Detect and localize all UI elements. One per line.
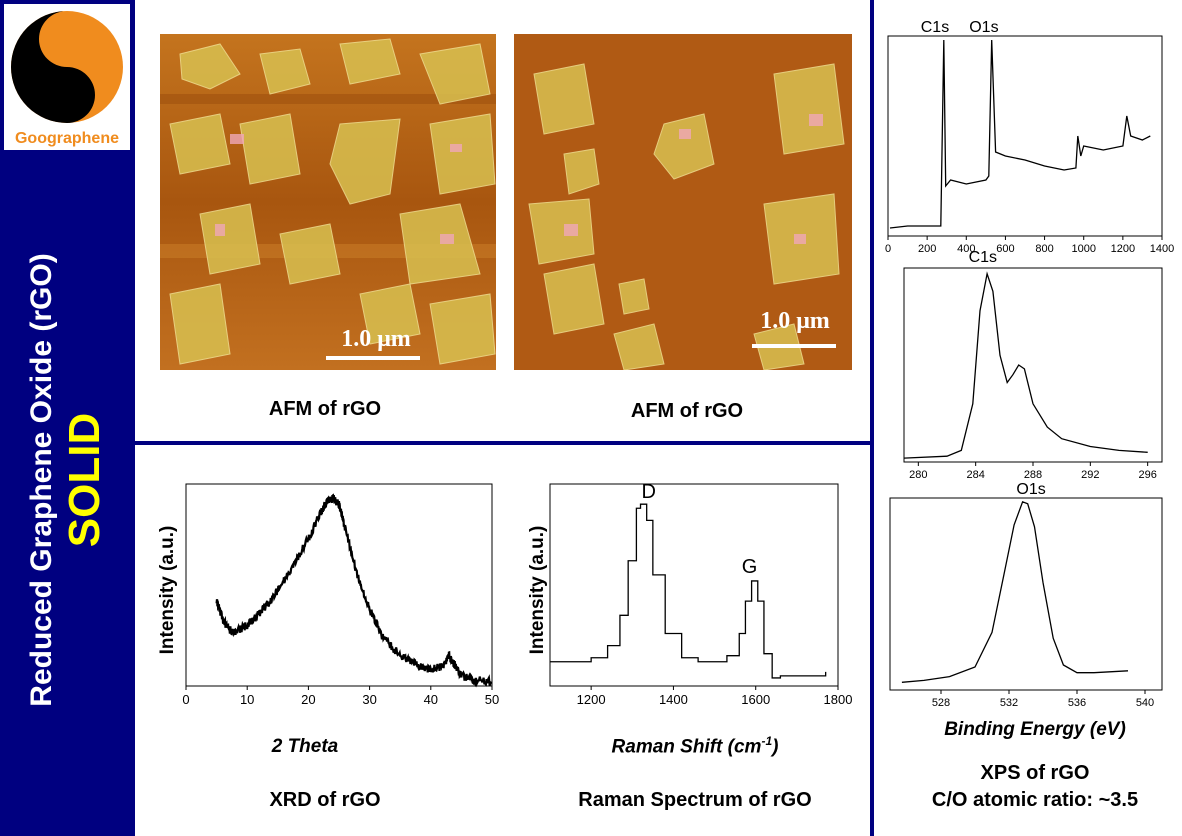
xps-caption: XPS of rGO <box>980 762 1090 784</box>
xps_survey-x-tick-label: 800 <box>1035 243 1053 255</box>
xps_survey-x-tick-label: 1200 <box>1111 243 1135 255</box>
logo-letter-o: O <box>62 86 76 105</box>
raman-plot-frame <box>549 483 839 687</box>
xrd-x-tick-label: 10 <box>240 692 254 707</box>
brand-name: Goographene <box>14 130 119 147</box>
raman-x-tick-label: 1800 <box>824 692 853 707</box>
xrd-x-axis-title: 2 Theta <box>271 736 339 757</box>
xrd-chart: 0 10 20 30 40 50 <box>182 483 499 707</box>
xps_c1s-x-tick-label: 284 <box>966 469 984 481</box>
xps_survey-x-tick-label: 400 <box>957 243 975 255</box>
xps_o1s-x-tick-label: 536 <box>1068 697 1086 709</box>
xps_o1s-annotation-o1s: O1s <box>1016 481 1045 498</box>
raman-x-axis-title: Raman Shift (cm-1) <box>590 734 800 758</box>
xps_survey-series-line <box>889 39 1151 229</box>
xps_o1s-x-tick-label: 540 <box>1136 697 1154 709</box>
raman-x-tick-label: 1400 <box>659 692 688 707</box>
xps_c1s-x-tick-label: 296 <box>1138 469 1156 481</box>
subtitle-text: SOLID <box>60 412 109 548</box>
raman-x-tick-label: 1200 <box>577 692 606 707</box>
xps_survey-x-tick-label: 0 <box>885 243 891 255</box>
raman-annotation-g: G <box>742 556 758 578</box>
afm-image-right <box>514 34 852 370</box>
afm-left-caption: AFM of rGO <box>268 398 382 420</box>
title-text: Reduced Graphene Oxide (rGO) <box>25 253 58 707</box>
divider-horizontal <box>135 441 870 445</box>
xps_o1s-x-tick-label: 528 <box>932 697 950 709</box>
xrd-series-line <box>215 493 493 688</box>
logo-letter-g: G <box>62 28 76 47</box>
xrd-x-tick-label: 20 <box>301 692 315 707</box>
xps_c1s-annotation-c1s: C1s <box>969 249 997 266</box>
raman-caption: Raman Spectrum of rGO <box>578 789 812 811</box>
afm-right-scale-label: 1.0 μm <box>760 308 830 334</box>
xps_survey-x-tick-label: 1400 <box>1150 243 1174 255</box>
xrd-x-tick-label: 30 <box>362 692 376 707</box>
afm-right-scale-bar <box>752 344 836 348</box>
xps_survey-x-tick-label: 1000 <box>1071 243 1095 255</box>
afm-image-left <box>160 34 496 370</box>
xrd-x-axis-title-text: Theta <box>287 736 339 757</box>
xps-survey-chart: 0 200 400 600 800 1000 1200 1400 C1s O1s <box>885 19 1174 255</box>
raman-xlabel-end: ) <box>772 736 779 758</box>
raman-y-axis-title: Intensity (a.u.) <box>527 525 548 655</box>
xrd-x-tick-label: 50 <box>485 692 499 707</box>
sidebar: G O Goographene Reduced Graphene Oxide (… <box>0 0 135 836</box>
xps_survey-x-tick-label: 600 <box>996 243 1014 255</box>
xps_c1s-x-tick-label: 292 <box>1081 469 1099 481</box>
xps_o1s-series-line <box>901 500 1129 683</box>
xps-c1s-chart: 280 284 288 292 296 C1s <box>903 249 1163 481</box>
xps_survey-plot-frame <box>887 35 1163 237</box>
yin-yang-logo-icon <box>11 11 123 123</box>
xps_c1s-plot-frame <box>903 267 1163 463</box>
afm-right-caption: AFM of rGO <box>630 400 744 422</box>
xps-x-axis-title: Binding Energy (eV) <box>944 719 1126 740</box>
raman-chart: 1200 1400 1600 1800 D G <box>549 481 853 707</box>
xps-ratio-caption: C/O atomic ratio: ~3.5 <box>931 789 1139 811</box>
xps-o1s-chart: 528 532 536 540 O1s <box>889 481 1163 709</box>
xrd-plot-frame <box>185 483 493 687</box>
xps_c1s-x-tick-label: 288 <box>1024 469 1042 481</box>
vertical-title: Reduced Graphene Oxide (rGO) SOLID <box>24 253 110 706</box>
xrd-x-tick-label: 40 <box>424 692 438 707</box>
afm-left-scale-bar <box>326 356 420 360</box>
xps_o1s-plot-frame <box>889 497 1163 691</box>
raman-series-line <box>550 503 827 679</box>
divider-vertical <box>870 0 874 836</box>
xps_o1s-x-tick-label: 532 <box>1000 697 1018 709</box>
logo: G O Goographene <box>4 4 130 150</box>
xrd-y-axis-title: Intensity (a.u.) <box>157 525 178 655</box>
raman-annotation-d: D <box>642 481 656 503</box>
xps_c1s-x-tick-label: 280 <box>909 469 927 481</box>
raman-xlabel-main: Raman Shift (cm <box>611 736 762 758</box>
xps_survey-annotation-c1s: C1s <box>921 19 949 36</box>
xps_survey-annotation-o1s: O1s <box>969 19 998 36</box>
xrd-caption: XRD of rGO <box>269 789 381 811</box>
afm-left-scale-label: 1.0 μm <box>341 326 411 352</box>
xps_survey-x-tick-label: 200 <box>918 243 936 255</box>
raman-x-tick-label: 1600 <box>741 692 770 707</box>
raman-xlabel-sup: -1 <box>761 734 773 748</box>
xrd-x-tick-label: 0 <box>182 692 189 707</box>
xps_c1s-series-line <box>903 271 1148 459</box>
